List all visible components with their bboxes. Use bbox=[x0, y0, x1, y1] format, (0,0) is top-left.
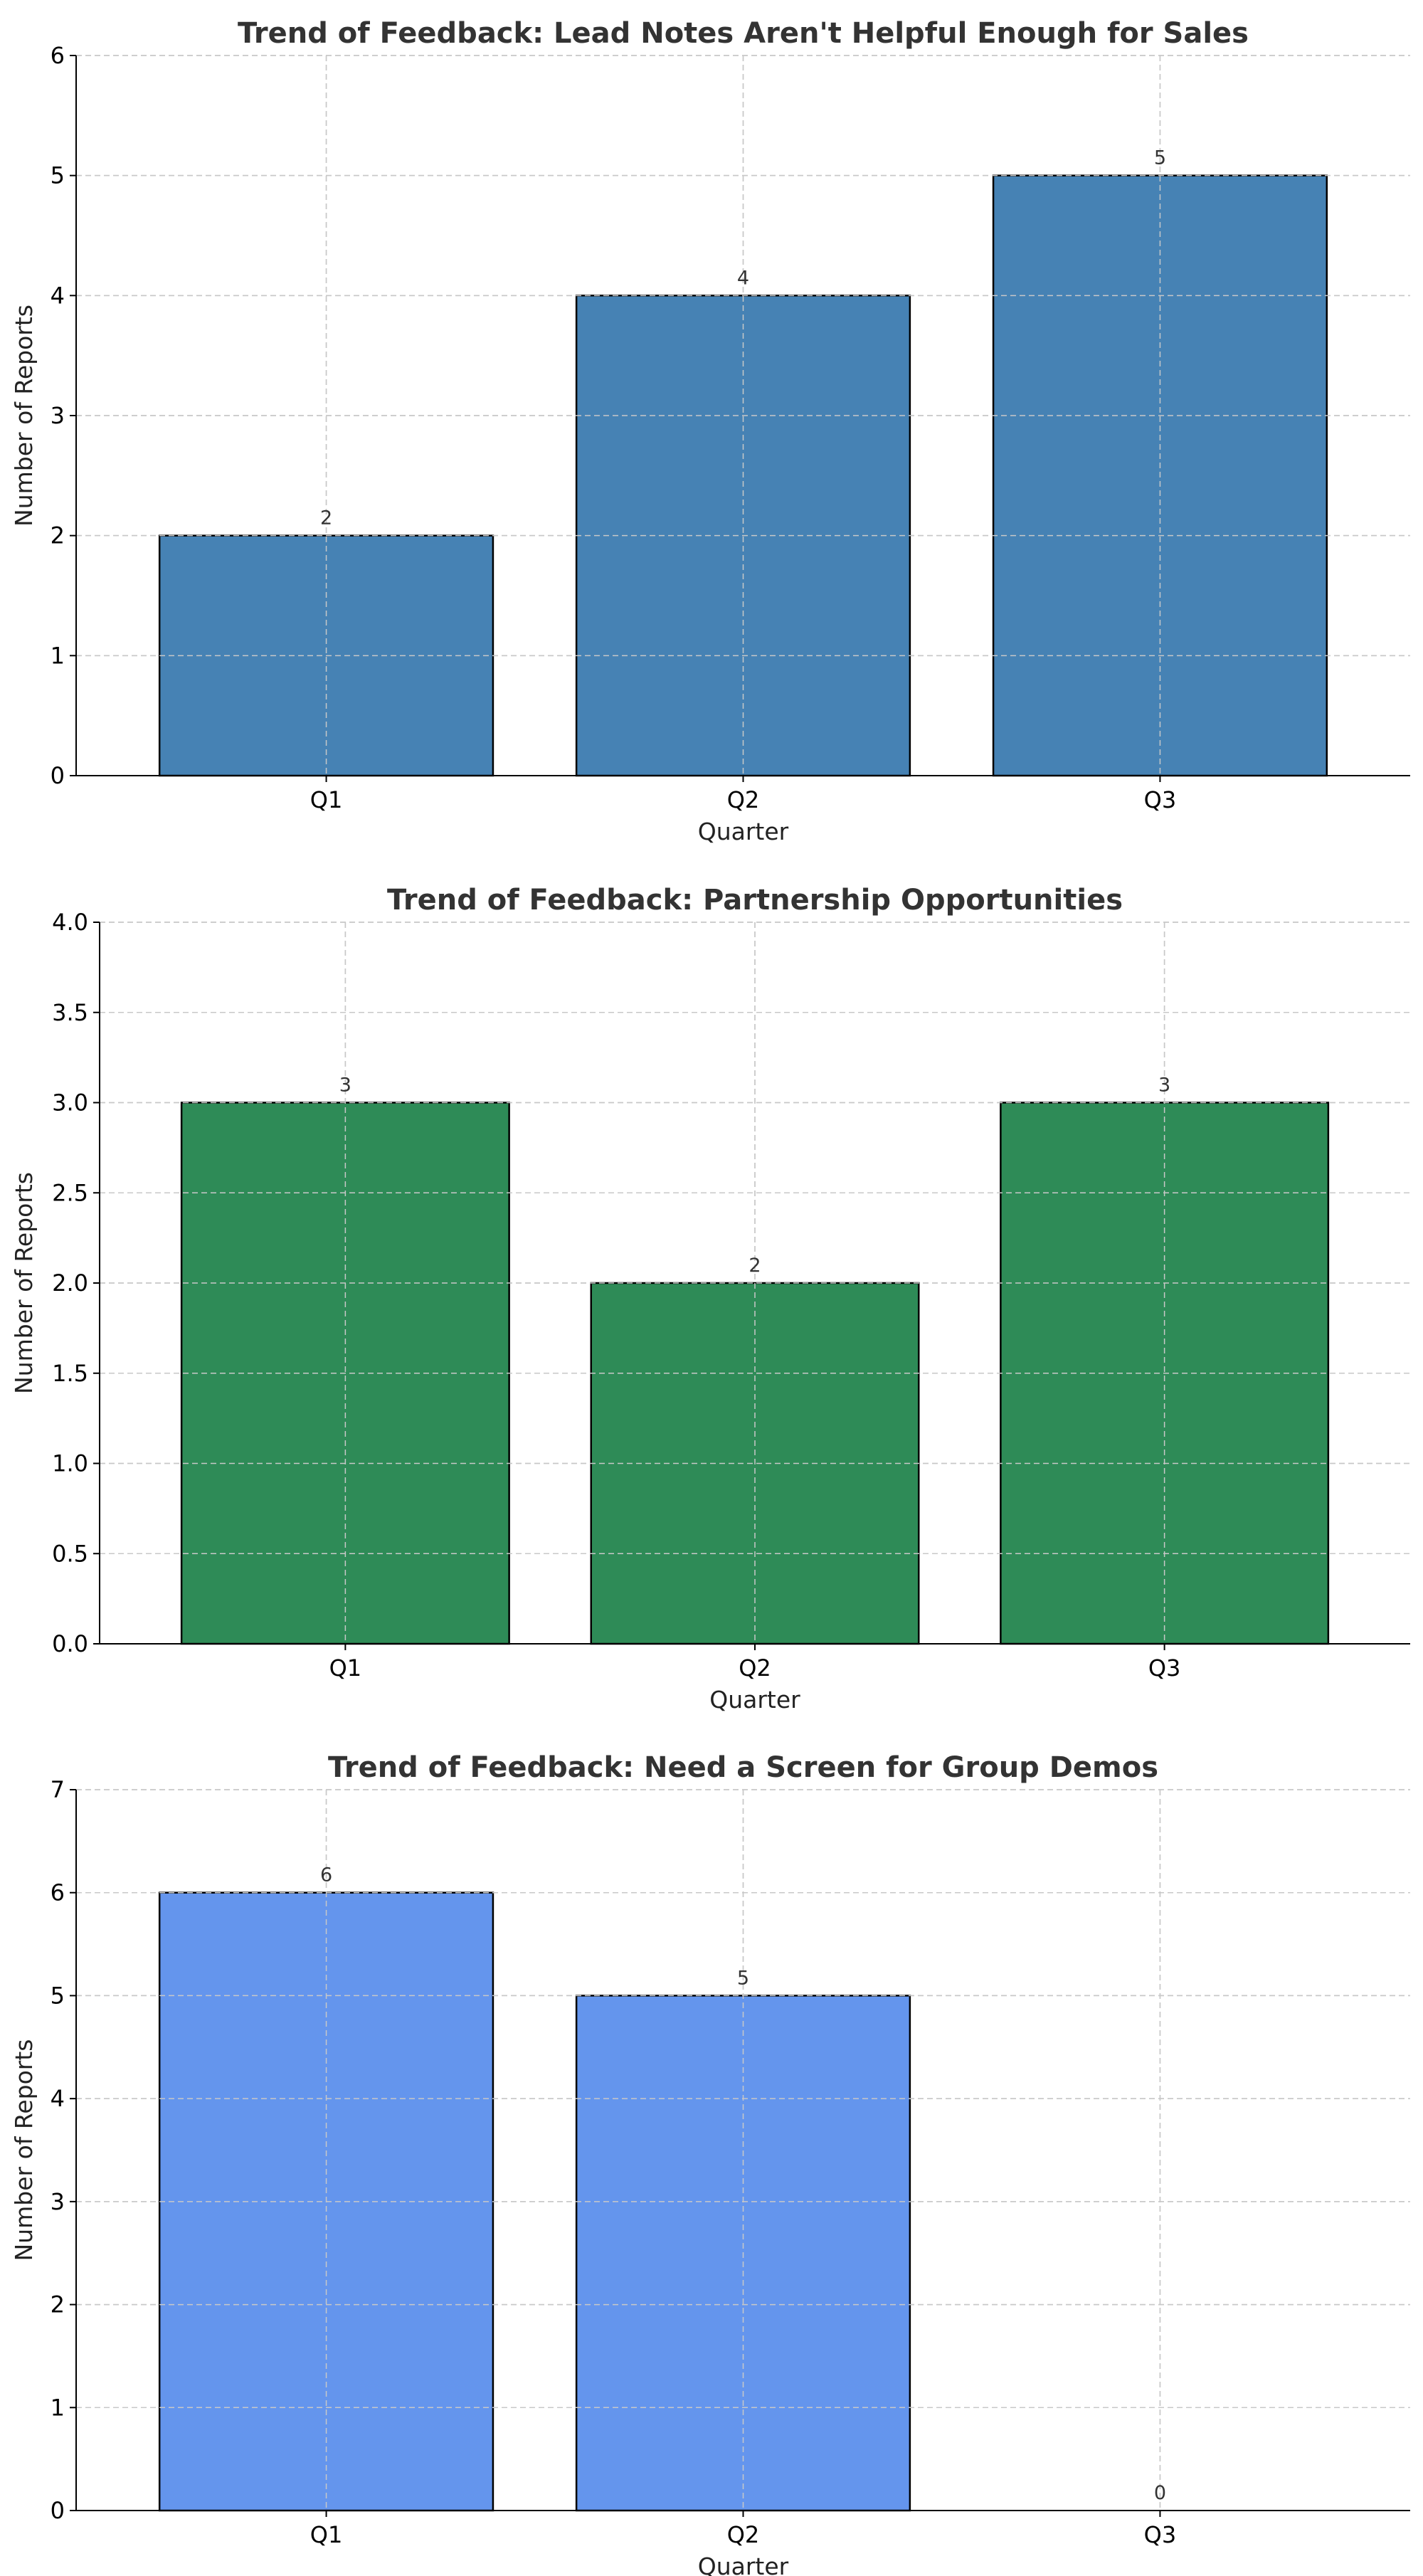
x-tick-label: Q2 bbox=[727, 786, 760, 813]
y-tick-label: 0.0 bbox=[52, 1630, 88, 1657]
x-tick-label: Q3 bbox=[1148, 1654, 1181, 1682]
y-tick-label: 0 bbox=[51, 2497, 65, 2524]
x-tick-label: Q3 bbox=[1144, 2521, 1177, 2548]
data-label: 5 bbox=[737, 1967, 749, 1989]
x-axis-label: Quarter bbox=[698, 818, 789, 845]
y-tick-label: 1.0 bbox=[52, 1450, 88, 1477]
y-tick-label: 2.0 bbox=[52, 1269, 88, 1297]
y-tick-label: 6 bbox=[51, 1879, 65, 1906]
x-tick-label: Q1 bbox=[310, 2521, 343, 2548]
y-tick-label: 0 bbox=[51, 762, 65, 789]
x-tick-label: Q2 bbox=[727, 2521, 760, 2548]
y-tick-label: 4.0 bbox=[52, 909, 88, 936]
chart-panel-2: 0.0 0.5 1.0 1.5 2.0 2.5 3.0 3.5 4.0 3 2 3 Q1 Q2 Q3 Tren… bbox=[10, 884, 1410, 1714]
y-tick-label: 5 bbox=[51, 1982, 65, 2009]
y-axis-label: Number of Reports bbox=[10, 1172, 38, 1394]
x-axis-label: Quarter bbox=[698, 2553, 789, 2576]
y-tick-label: 4 bbox=[51, 282, 65, 309]
y-tick-label: 3 bbox=[51, 402, 65, 429]
y-axis-label: Number of Reports bbox=[10, 305, 38, 527]
data-label: 0 bbox=[1154, 2482, 1166, 2504]
y-tick-label: 2.5 bbox=[52, 1179, 88, 1206]
chart-title: Trend of Feedback: Partnership Opportuni… bbox=[387, 884, 1123, 917]
chart-title: Trend of Feedback: Lead Notes Aren't Hel… bbox=[238, 17, 1249, 50]
x-tick-label: Q3 bbox=[1144, 786, 1177, 813]
y-tick-label: 2 bbox=[51, 2291, 65, 2318]
y-tick-label: 4 bbox=[51, 2085, 65, 2112]
y-tick-label: 7 bbox=[51, 1776, 65, 1803]
y-tick-label: 2 bbox=[51, 522, 65, 549]
y-tick-label: 6 bbox=[51, 42, 65, 69]
y-tick-label: 1 bbox=[51, 2394, 65, 2421]
y-tick-label: 0.5 bbox=[52, 1540, 88, 1567]
y-tick-label: 1 bbox=[51, 642, 65, 669]
data-label: 3 bbox=[339, 1075, 351, 1097]
x-tick-label: Q1 bbox=[310, 786, 343, 813]
x-tick-label: Q1 bbox=[329, 1654, 362, 1682]
data-label: 4 bbox=[737, 267, 749, 289]
y-tick-label: 3 bbox=[51, 2188, 65, 2215]
y-tick-label: 5 bbox=[51, 162, 65, 189]
y-tick-label: 1.5 bbox=[52, 1360, 88, 1387]
y-tick-label: 3.0 bbox=[52, 1089, 88, 1117]
y-axis-label: Number of Reports bbox=[10, 2039, 38, 2261]
chart-panel-1: 0 1 2 3 4 5 6 2 4 5 Q1 Q2 Q3 Trend of Feedback: Lead … bbox=[10, 17, 1410, 845]
data-label: 2 bbox=[320, 507, 332, 529]
y-tick-label: 3.5 bbox=[52, 999, 88, 1026]
x-axis-label: Quarter bbox=[709, 1686, 800, 1714]
data-label: 3 bbox=[1158, 1075, 1170, 1097]
chart-panel-3: 0 1 2 3 4 5 6 7 6 5 0 Q1 Q2 Q3 Trend of Feedback: Need… bbox=[10, 1751, 1410, 2576]
data-label: 5 bbox=[1154, 147, 1166, 169]
chart-title: Trend of Feedback: Need a Screen for Gro… bbox=[328, 1751, 1158, 1784]
data-label: 2 bbox=[748, 1255, 761, 1277]
data-label: 6 bbox=[320, 1864, 332, 1886]
x-tick-label: Q2 bbox=[739, 1654, 771, 1682]
